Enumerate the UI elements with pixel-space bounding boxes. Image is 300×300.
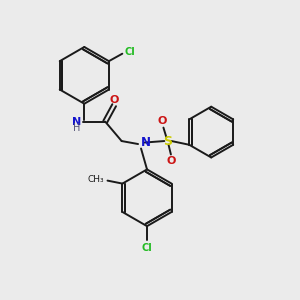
Text: N: N bbox=[140, 136, 150, 149]
Text: CH₃: CH₃ bbox=[88, 175, 104, 184]
Text: S: S bbox=[164, 134, 172, 148]
Text: Cl: Cl bbox=[142, 243, 152, 253]
Text: N: N bbox=[72, 117, 82, 127]
Text: O: O bbox=[110, 95, 119, 105]
Text: O: O bbox=[157, 116, 167, 126]
Text: Cl: Cl bbox=[125, 47, 135, 57]
Text: O: O bbox=[166, 156, 176, 166]
Text: H: H bbox=[73, 123, 80, 133]
